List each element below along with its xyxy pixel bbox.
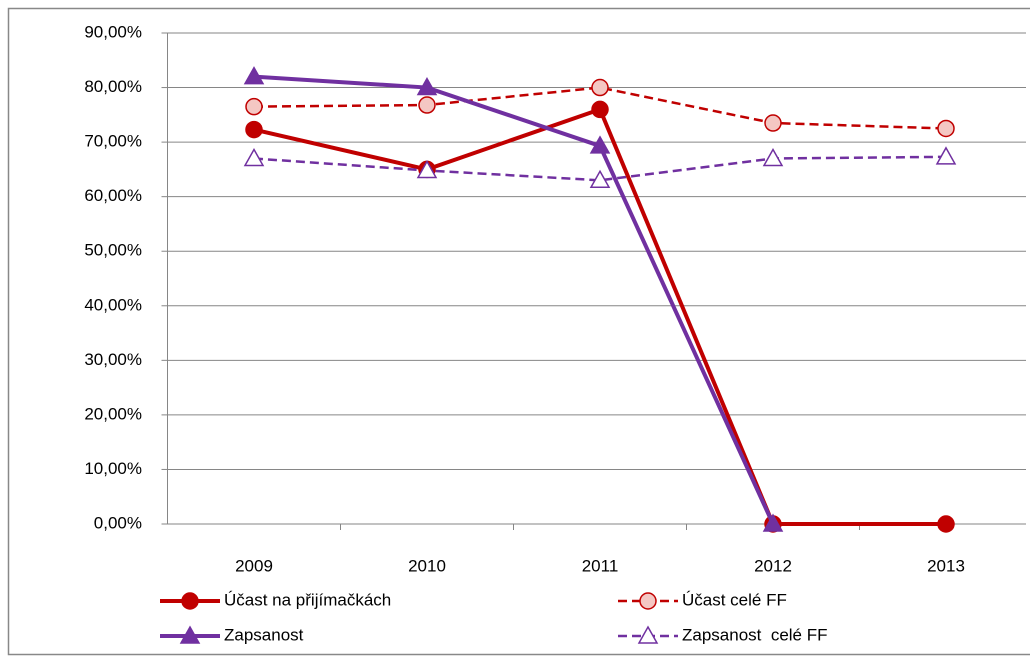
point [589,169,611,189]
series-line [253,86,947,130]
y-tick-label: 40,00% [84,295,142,314]
series [243,66,784,532]
point [418,96,436,114]
x-tick-label: 2013 [927,556,965,575]
point [243,66,265,85]
point [243,147,265,167]
point [591,100,609,119]
point [591,78,609,97]
legend-label: Účast celé FF [682,590,787,609]
point [762,147,784,167]
x-tick-label: 2011 [582,556,619,575]
point [245,120,263,139]
legend-marker [637,625,659,644]
series-line [253,155,947,182]
point [764,114,782,132]
legend-label: Zapsanost [224,625,304,644]
x-tick-label: 2009 [235,556,273,575]
y-tick-label: 60,00% [84,186,142,205]
y-tick-label: 0,00% [94,513,142,532]
chart-border [7,7,1030,656]
legend-marker [639,592,657,610]
legend-marker [179,625,201,644]
y-tick-label: 20,00% [84,404,142,423]
point [589,135,611,154]
y-tick-label: 70,00% [84,132,142,151]
point [937,515,955,533]
series-line [253,74,775,525]
series [245,78,955,138]
x-tick-label: 2010 [408,556,446,575]
legend-label: Zapsanost celé FF [682,625,828,644]
y-tick-label: 90,00% [84,22,142,41]
legend-marker [181,592,199,610]
point [245,97,263,116]
legend-label: Účast na přijímačkách [224,590,391,609]
point [416,159,438,179]
y-tick-label: 10,00% [84,459,142,478]
y-tick-label: 30,00% [84,350,142,369]
point [937,119,955,138]
point [416,77,438,96]
y-tick-label: 50,00% [84,241,142,260]
x-tick-label: 2012 [754,556,792,575]
point [762,513,784,532]
point [935,146,957,165]
y-tick-label: 80,00% [84,77,142,96]
series [243,146,957,189]
